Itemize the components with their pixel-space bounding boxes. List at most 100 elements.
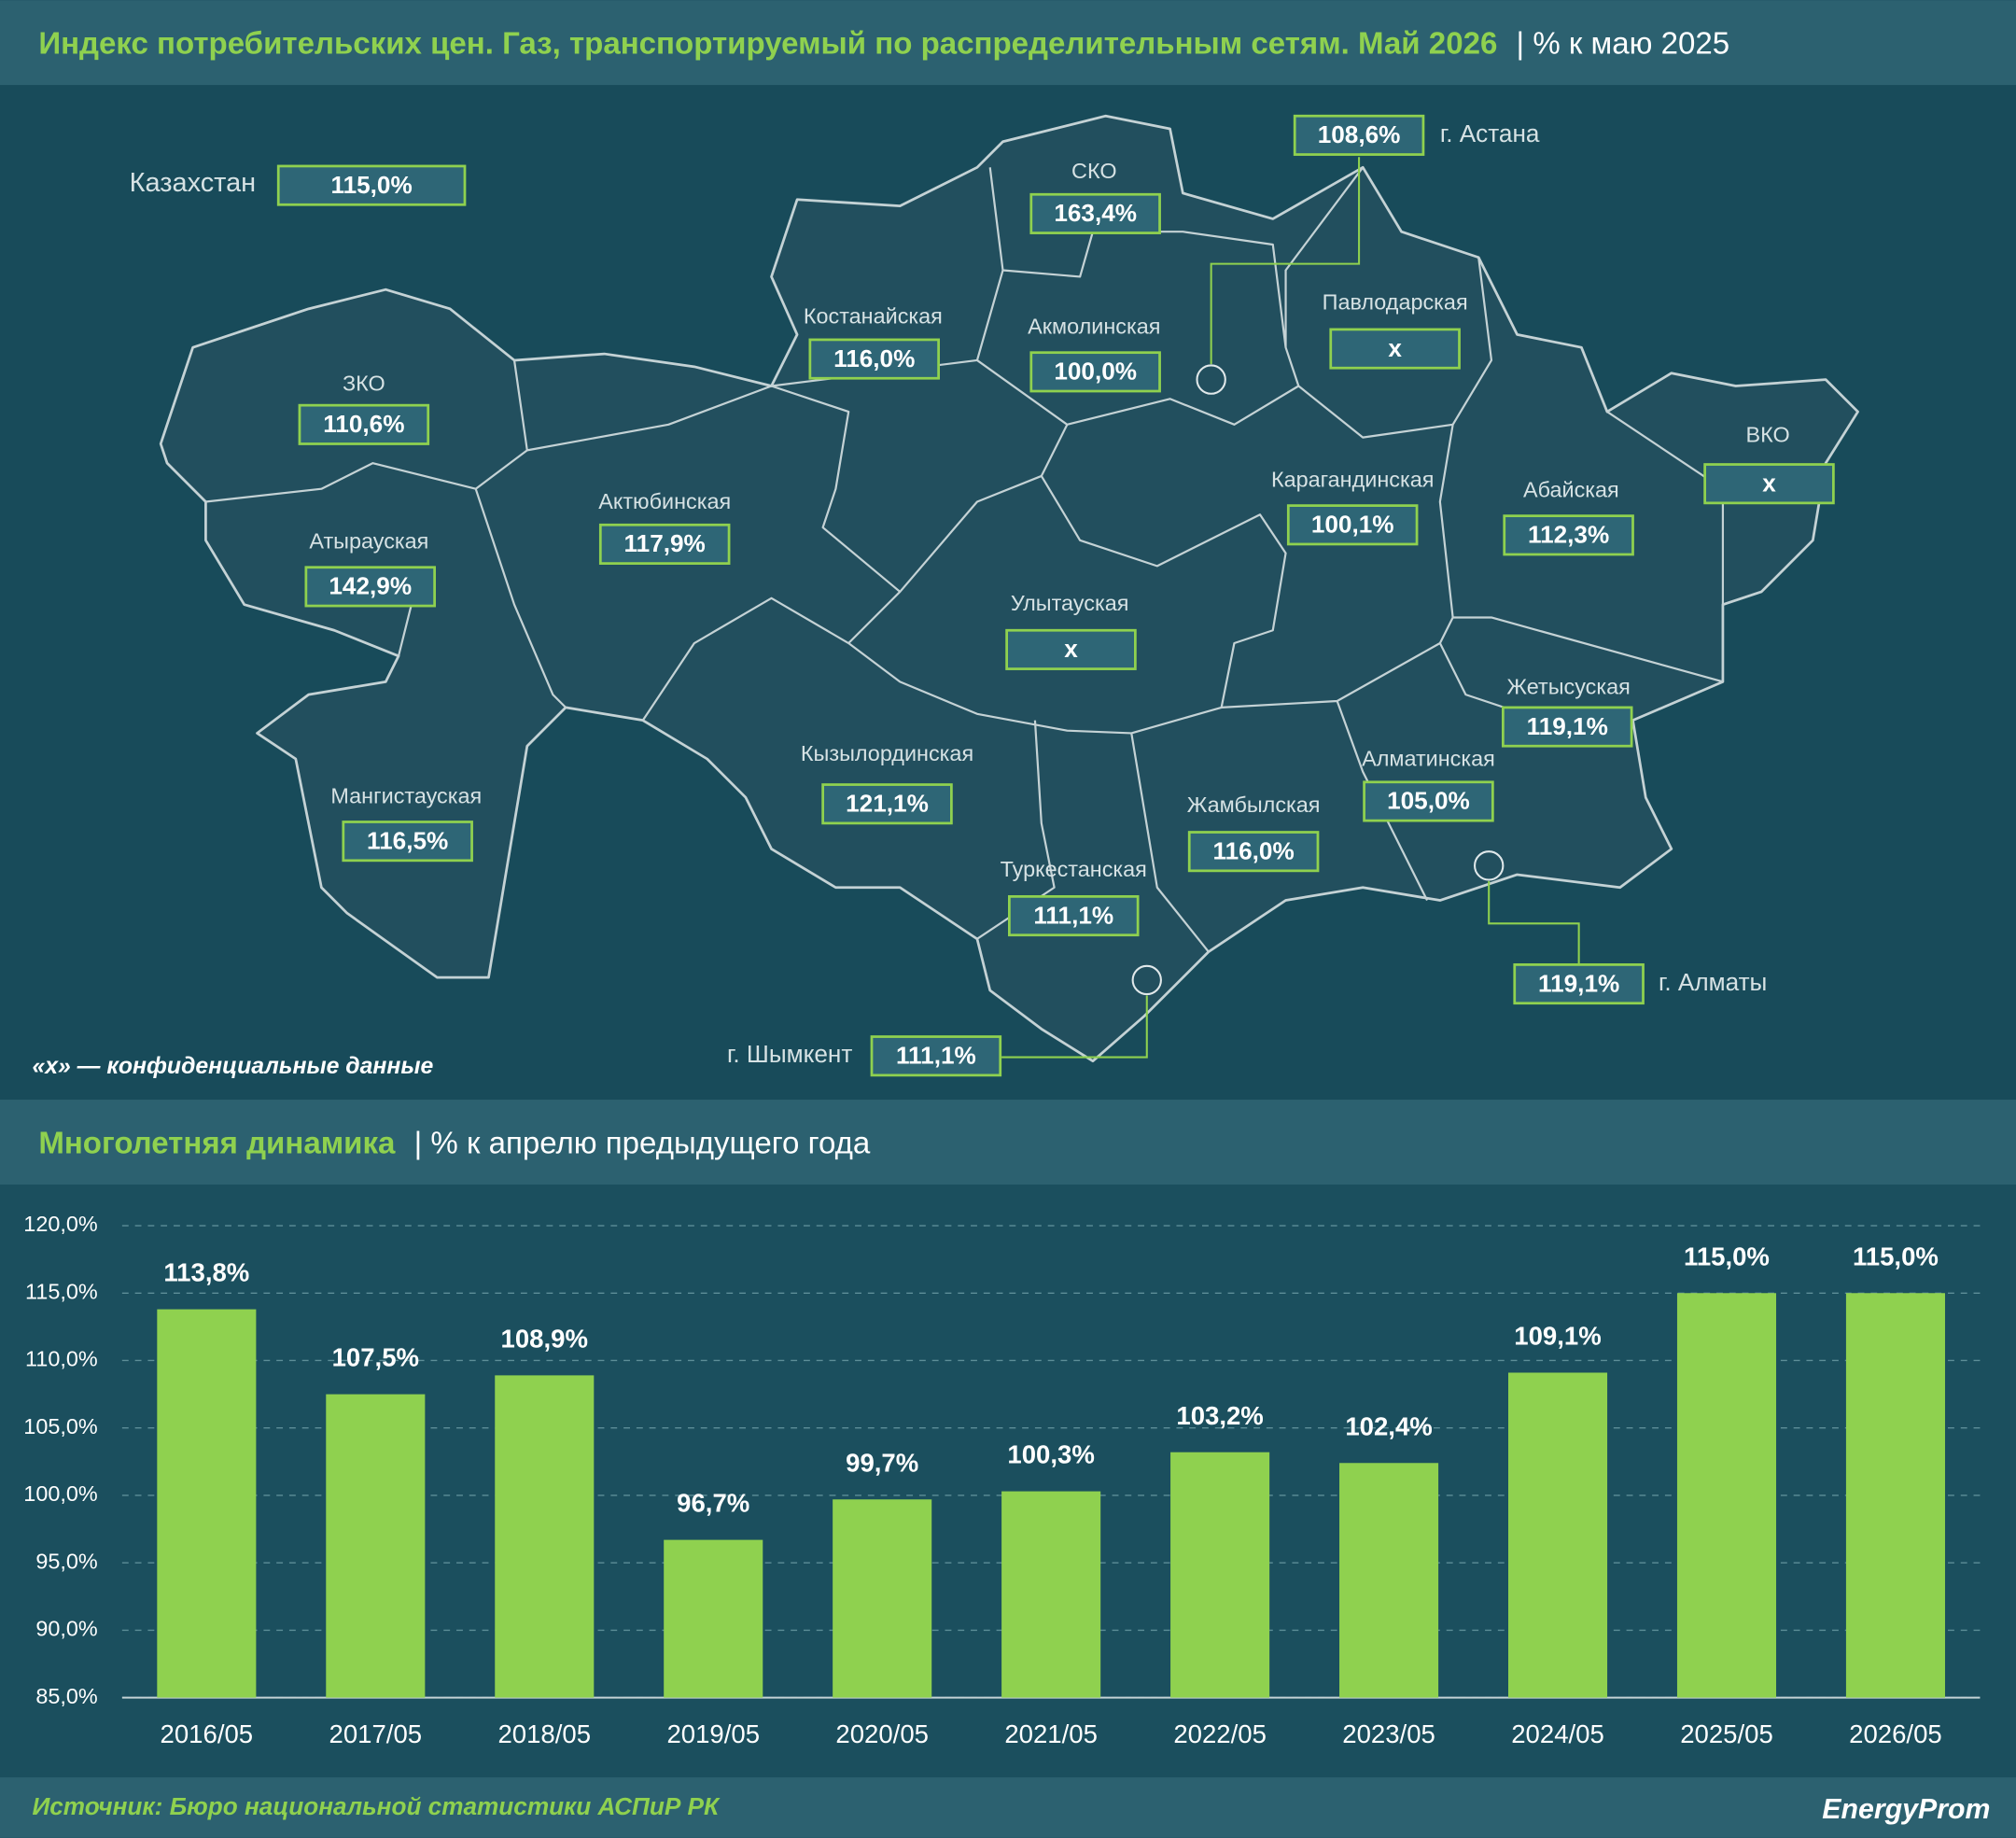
region-name: ЗКО: [343, 371, 385, 395]
value-box: [1029, 192, 1161, 234]
region-value: 115,0%: [330, 171, 412, 199]
chart-subtitle: | % к апрелю предыдущего года: [414, 1126, 871, 1160]
value-box: [1286, 504, 1419, 546]
city-leaders: [1001, 157, 1580, 1059]
region-name: Акмолинская: [1028, 315, 1160, 339]
bar: [664, 1539, 763, 1698]
chart-header-band: [0, 1100, 2016, 1185]
bar: [1676, 1293, 1777, 1698]
region-name: Жамбылская: [1187, 793, 1321, 817]
region-name: Атырауская: [309, 529, 428, 554]
value-box: [342, 821, 473, 863]
logo: EnergyProm: [1822, 1794, 1990, 1825]
map-labels: Казахстан 115,0% СКО 163,4% г. Астана 108,6% К…: [130, 114, 1835, 1077]
value-box: [1503, 514, 1634, 556]
value-box: [1293, 114, 1425, 156]
value-label: 109,1%: [1514, 1322, 1601, 1351]
region-value: 116,0%: [833, 344, 915, 372]
value-box: [1187, 831, 1320, 873]
value-box: [821, 783, 953, 825]
map-header: Индекс потребительских цен. Газ, транспо…: [38, 26, 1729, 61]
region-value: x: [1388, 334, 1402, 362]
region-value: 111,1%: [1033, 901, 1113, 929]
x-tick-label: 2025/05: [1680, 1719, 1773, 1748]
bar: [157, 1309, 257, 1698]
astana-leader: [1210, 157, 1361, 365]
map-note: «x» — конфиденциальные данные: [32, 1054, 433, 1079]
region-value: 116,5%: [367, 826, 448, 854]
region-value: 117,9%: [624, 529, 706, 557]
value-box: [1501, 706, 1633, 748]
footer-band: [0, 1777, 2016, 1838]
region-name: ВКО: [1746, 422, 1790, 446]
region-value: 100,0%: [1054, 358, 1137, 386]
region-value: 110,6%: [323, 410, 404, 438]
value-box: [1363, 780, 1494, 822]
chart-header: Многолетняя динамика | % к апрелю предыд…: [38, 1126, 871, 1160]
region-name: Алматинская: [1362, 747, 1495, 771]
region-value: 163,4%: [1054, 199, 1137, 227]
bar: [495, 1375, 595, 1698]
almaty-leader: [1488, 880, 1580, 965]
bar-chart: 85,0% 90,0% 95,0% 100,0% 105,0% 110,0% 115,0% 1…: [23, 1212, 1981, 1748]
value-label: 100,3%: [1007, 1440, 1094, 1469]
value-label: 96,7%: [677, 1489, 749, 1518]
bar: [1001, 1491, 1101, 1698]
value-box: [1329, 328, 1461, 370]
y-tick-label: 85,0%: [35, 1684, 97, 1708]
x-tick-label: 2024/05: [1511, 1719, 1604, 1748]
value-box: [808, 338, 940, 380]
value-label: 115,0%: [1853, 1242, 1939, 1270]
region-value: 100,1%: [1311, 511, 1394, 539]
x-tick-label: 2022/05: [1173, 1719, 1267, 1748]
y-tick-label: 90,0%: [35, 1617, 97, 1641]
x-tick-label: 2017/05: [329, 1719, 423, 1748]
bar: [1170, 1452, 1270, 1698]
region-name: Жетысуская: [1506, 674, 1630, 698]
header-band: [0, 0, 2016, 86]
x-tick-label: 2016/05: [161, 1719, 254, 1748]
region-value: x: [1064, 635, 1078, 663]
region-name: Кызылординская: [801, 741, 973, 765]
value-label: 115,0%: [1684, 1242, 1770, 1270]
value-box: [1513, 963, 1645, 1005]
shymkent-marker: [1131, 964, 1162, 996]
bar: [1845, 1293, 1945, 1698]
x-tick-label: 2020/05: [835, 1719, 929, 1748]
y-tick-label: 120,0%: [23, 1212, 97, 1236]
bar: [1507, 1372, 1608, 1698]
region-name: г. Астана: [1440, 119, 1540, 147]
value-label: 99,7%: [846, 1448, 918, 1477]
y-tick-label: 110,0%: [25, 1347, 98, 1371]
x-tick-label: 2026/05: [1849, 1719, 1942, 1748]
region-name: Туркестанская: [1001, 857, 1147, 881]
almaty-marker: [1474, 850, 1505, 881]
x-tick-label: 2019/05: [666, 1719, 760, 1748]
x-tick-label: 2023/05: [1342, 1719, 1435, 1748]
value-label: 103,2%: [1176, 1401, 1263, 1430]
region-value: 111,1%: [896, 1041, 976, 1069]
astana-marker: [1196, 364, 1226, 395]
value-box: [1703, 463, 1835, 505]
value-box: [1029, 351, 1161, 393]
y-tick-label: 105,0%: [23, 1414, 97, 1438]
value-box: [870, 1035, 1002, 1077]
region-name: г. Алматы: [1659, 968, 1767, 996]
region-name: Костанайская: [804, 304, 943, 329]
value-label: 102,4%: [1345, 1411, 1432, 1440]
region-name: Мангистауская: [330, 784, 482, 808]
value-label: 108,9%: [501, 1324, 588, 1353]
region-value: 121,1%: [846, 789, 929, 817]
bar: [326, 1394, 426, 1698]
shymkent-leader: [1001, 995, 1148, 1059]
bar: [1339, 1463, 1439, 1698]
region-value: x: [1762, 469, 1776, 497]
region-name: СКО: [1071, 159, 1116, 183]
y-tick-label: 95,0%: [35, 1549, 97, 1573]
region-name: Актюбинская: [598, 489, 731, 513]
value-box: [304, 566, 436, 608]
region-value: 105,0%: [1387, 787, 1470, 815]
value-box: [1008, 895, 1140, 937]
region-value: 108,6%: [1318, 120, 1401, 148]
